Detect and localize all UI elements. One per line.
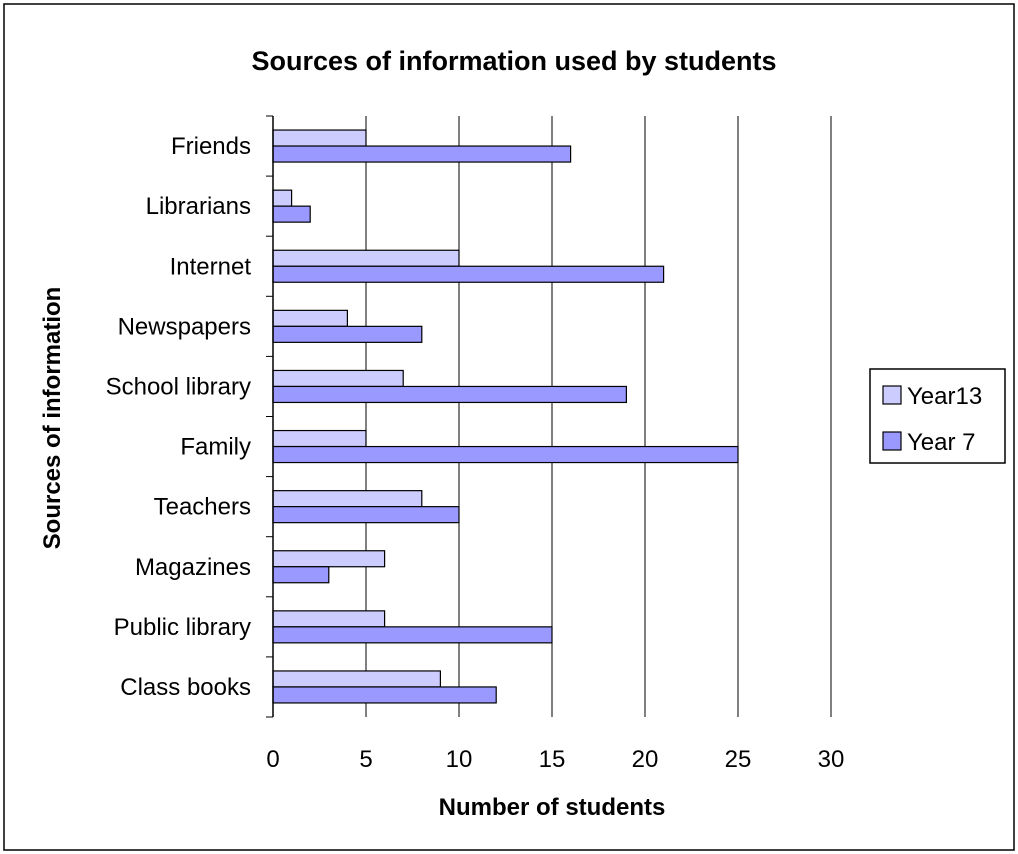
x-tick-label: 15 [539,746,566,773]
bar-year13 [272,249,460,267]
bar-year13 [272,490,423,508]
y-axis-title: Sources of information [39,287,66,550]
bar-year7 [272,506,460,524]
bar-year13 [272,309,349,327]
bar-year13 [272,189,293,207]
bar-year7 [272,145,572,163]
bar-year13 [272,670,441,688]
x-tick-label: 20 [632,746,659,773]
x-tick-label: 25 [725,746,752,773]
legend: Year13 Year 7 [869,368,1006,464]
bar-year13 [272,429,367,448]
bar-year7 [272,205,311,223]
legend-swatch [882,385,902,405]
category-label: School library [106,373,251,400]
bar-year7 [272,325,423,343]
bar-year7 [272,566,330,584]
category-label: Public library [114,614,251,641]
chart-border [3,3,1015,851]
bar-year13 [272,369,404,388]
category-label: Class books [120,674,251,701]
bar-year7 [272,445,739,464]
x-tick-labels: 0 5 10 15 20 25 30 [266,746,844,773]
x-axis-title: Number of students [439,794,666,821]
x-tick-label: 30 [818,746,845,773]
category-labels: Friends Librarians Internet Newspapers Schoo… [106,133,252,701]
category-label: Librarians [146,193,251,220]
chart-title: Sources of information used by students [251,46,776,76]
bar-year7 [272,626,553,644]
category-label: Magazines [135,554,251,581]
category-label: Newspapers [118,313,251,340]
category-label: Friends [171,133,251,160]
legend-label: Year 7 [907,429,976,456]
bar-year13 [272,550,386,568]
axes [266,115,274,718]
bar-year7 [272,686,497,704]
bar-year7 [272,385,627,404]
legend-label: Year13 [907,383,982,410]
category-label: Family [180,434,251,461]
x-tick-label: 10 [446,746,473,773]
category-label: Internet [170,253,252,280]
category-label: Teachers [154,494,251,521]
x-tick-label: 5 [359,746,372,773]
bar-year7 [272,265,665,283]
bar-year13 [272,129,367,147]
legend-swatch [882,431,902,451]
x-tick-label: 0 [266,746,279,773]
bar-year13 [272,610,386,628]
